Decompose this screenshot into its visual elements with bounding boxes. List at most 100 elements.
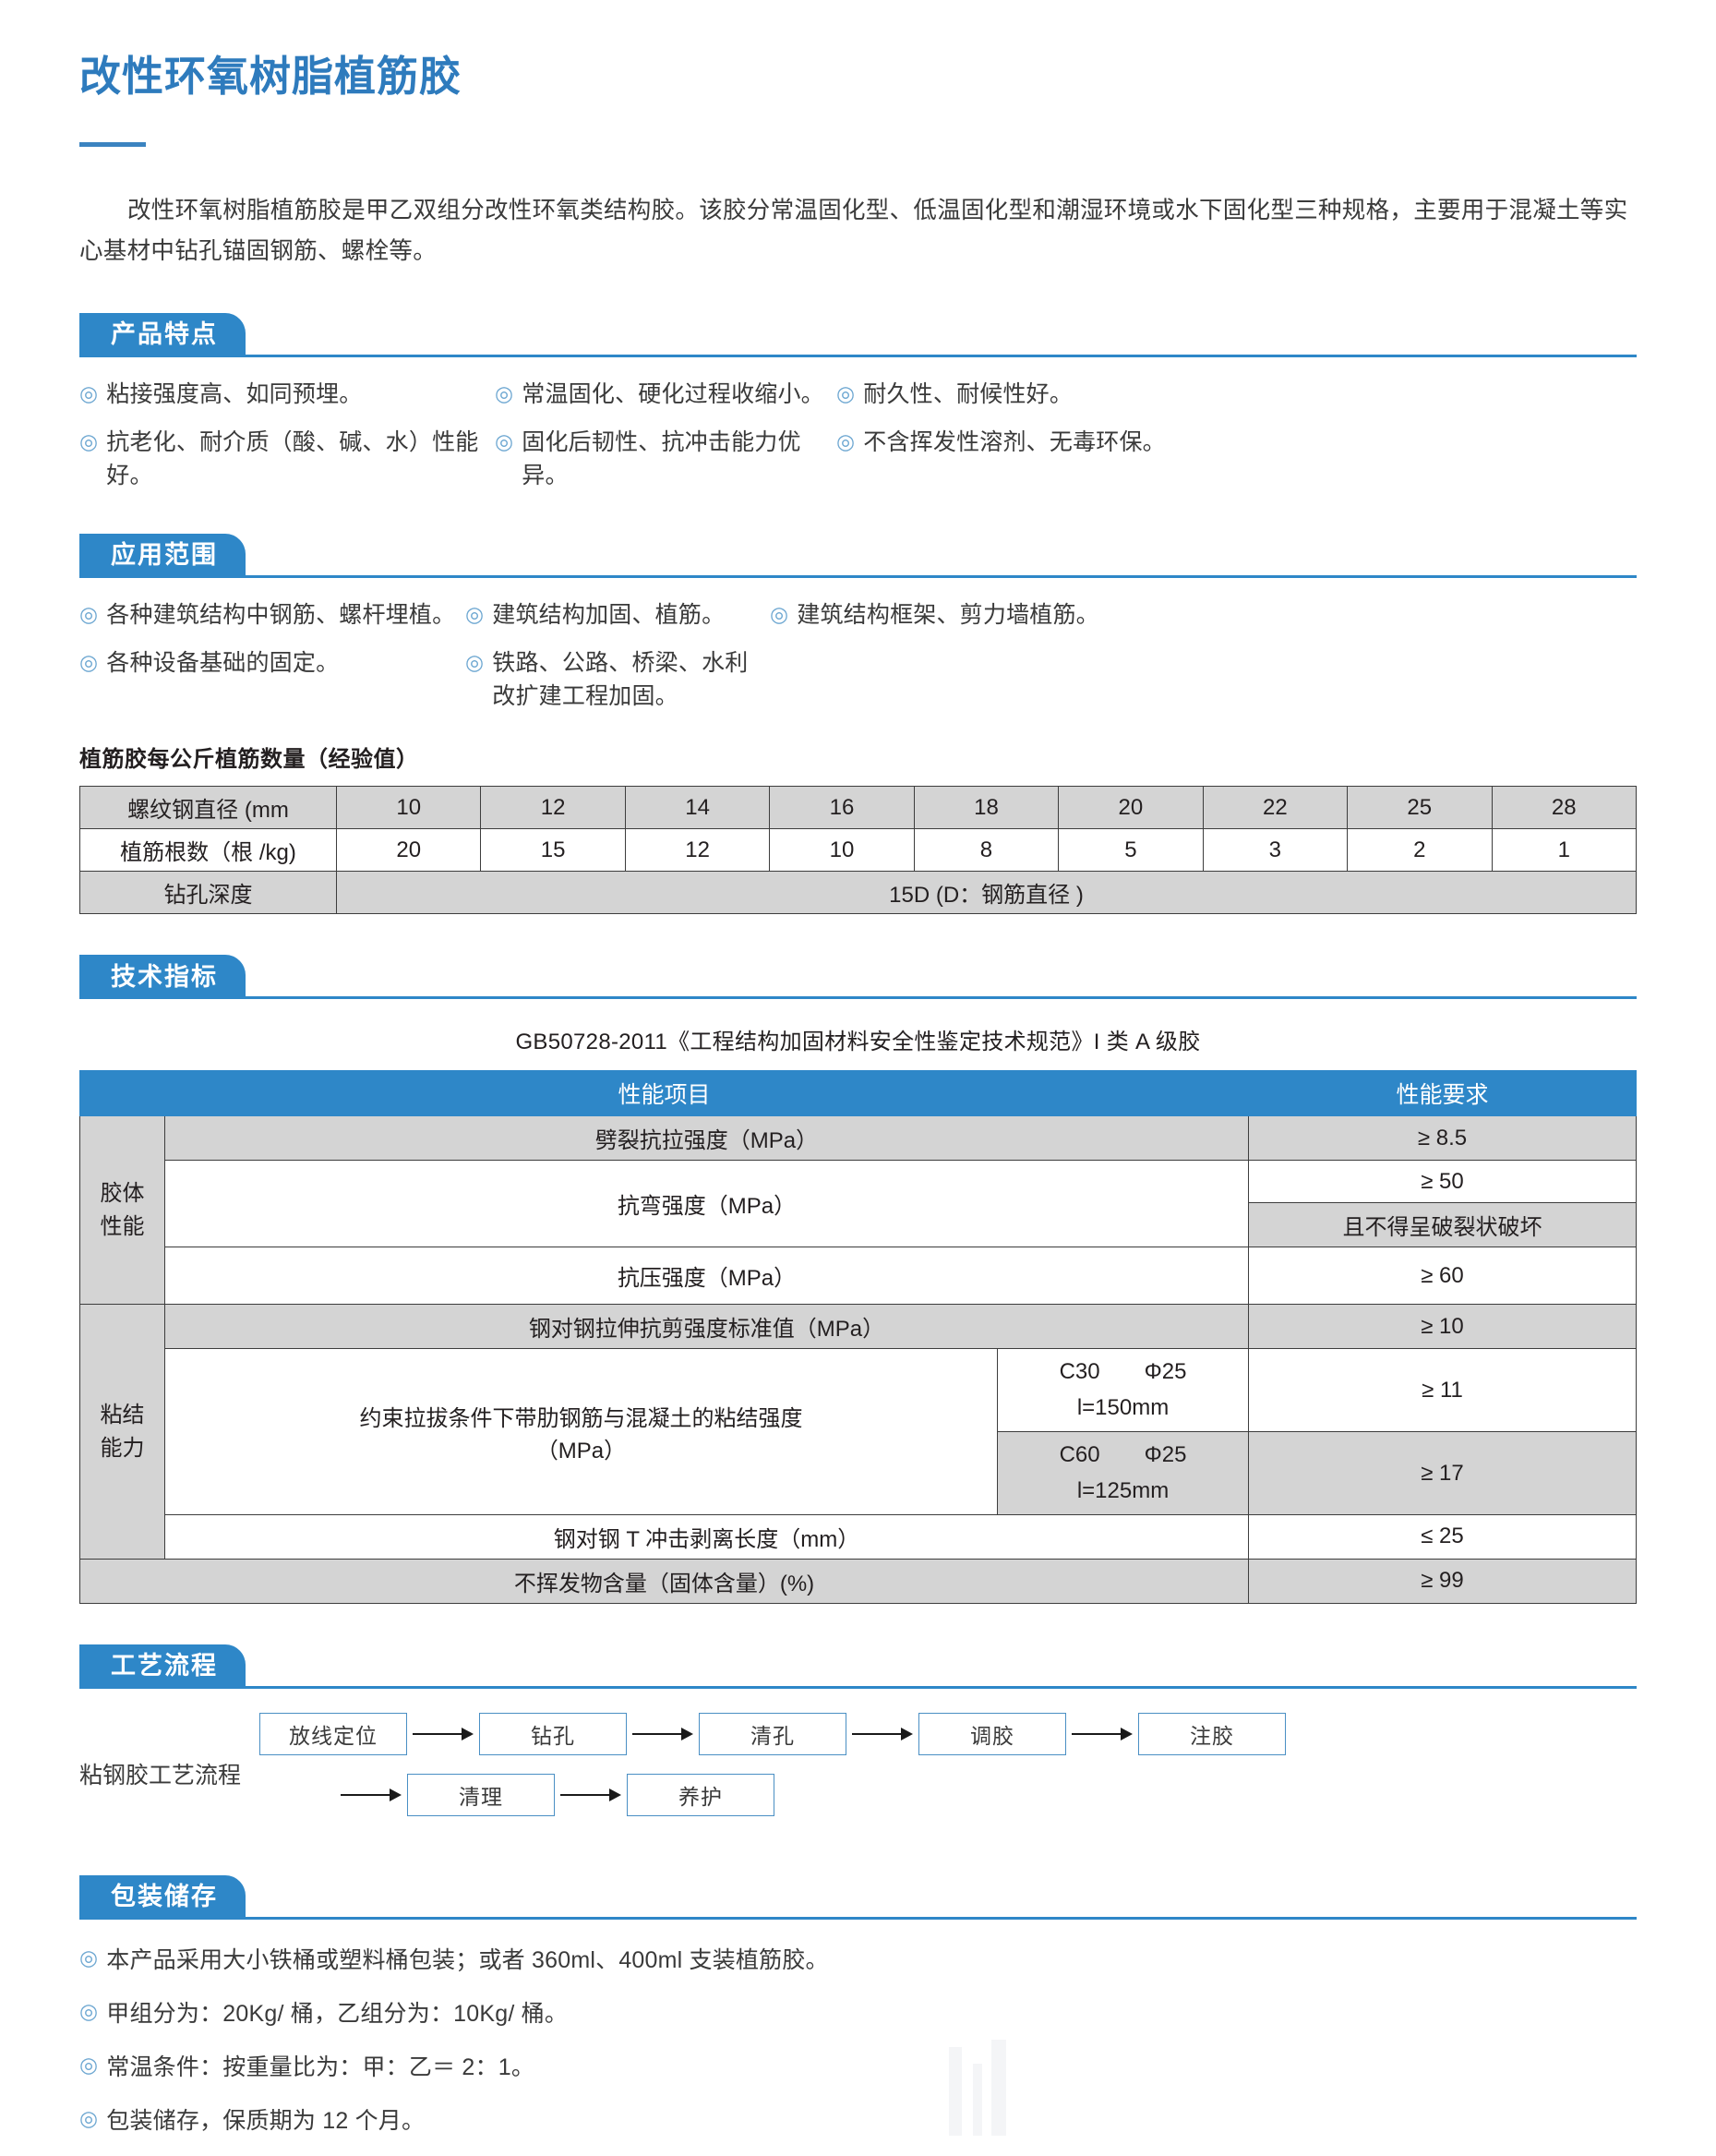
feature-text: 抗老化、耐介质（酸、碱、水）性能好。	[106, 429, 479, 489]
section-product-features: 产品特点 ◎ 粘接强度高、如同预埋。 ◎ 常温固化、硬化过程收缩小。 ◎ 耐久性…	[79, 312, 1637, 493]
arrow-right-icon	[555, 1788, 627, 1801]
rebar-count-cell: 12	[624, 828, 771, 873]
section-badge-product-features: 产品特点	[79, 312, 246, 357]
table-row: 钢对钢 T 冲击剥离长度（mm） ≤ 25	[80, 1513, 1637, 1560]
section-technical-indicators: 技术指标 GB50728-2011《工程结构加固材料安全性鉴定技术规范》I 类 …	[79, 955, 1637, 1604]
application-row-1: ◎ 各种建筑结构中钢筋、螺杆埋植。 ◎ 建筑结构加固、植筋。 ◎ 建筑结构框架、…	[79, 598, 1637, 632]
arrow-right-icon	[846, 1727, 918, 1740]
table-row: 胶体 性能 劈裂抗拉强度（MPa） ≥ 8.5	[79, 1115, 1637, 1306]
table-row: 粘结 能力 钢对钢拉伸抗剪强度标准值（MPa） ≥ 10	[79, 1304, 1637, 1560]
application-text: 各种建筑结构中钢筋、螺杆埋植。	[106, 601, 456, 628]
arrow-right-icon	[407, 1727, 479, 1740]
sub-item-c60: C60 Φ25 l=125mm	[997, 1431, 1249, 1515]
bullet-circle-icon: ◎	[79, 2105, 99, 2130]
item-steel-to-steel-shear: 钢对钢拉伸抗剪强度标准值（MPa）	[164, 1304, 1249, 1350]
rebar-count-cell: 1	[1491, 828, 1637, 873]
list-item: ◎ 包装储存，保质期为 12 个月。	[79, 2102, 1637, 2136]
group-label-bond-capacity: 粘结 能力	[79, 1304, 165, 1560]
bond-strength-line-1: 约束拉拔条件下带肋钢筋与混凝土的粘结强度	[359, 1405, 803, 1431]
process-flow-row-1: 放线定位 钻孔 清孔 调胶 注胶	[259, 1712, 1637, 1755]
packaging-text: 本产品采用大小铁桶或塑料桶包装；或者 360ml、400ml 支装植筋胶。	[106, 1946, 829, 1973]
feature-text: 固化后韧性、抗冲击能力优异。	[522, 429, 801, 489]
bullet-circle-icon: ◎	[79, 2052, 99, 2077]
item-bond-strength-pullout: 约束拉拔条件下带肋钢筋与混凝土的粘结强度 （MPa）	[164, 1348, 998, 1515]
rebar-diameter-cell: 18	[913, 786, 1060, 830]
section-badge-application-scope: 应用范围	[79, 533, 246, 578]
application-item: ◎ 各种设备基础的固定。	[79, 646, 465, 714]
group-label-line-1: 粘结	[100, 1402, 145, 1427]
group-label-line-2: 性能	[100, 1213, 145, 1239]
bullet-circle-icon: ◎	[495, 429, 514, 454]
drill-depth-label: 钻孔深度	[79, 871, 337, 915]
bullet-circle-icon: ◎	[79, 429, 99, 454]
req-flexural-strength-value: ≥ 50	[1248, 1160, 1637, 1204]
arrow-right-icon	[335, 1788, 407, 1801]
c30-length-line: l=150mm	[1076, 1394, 1170, 1420]
rebar-table-caption: 植筋胶每公斤植筋数量（经验值）	[79, 747, 419, 773]
section-rule	[79, 574, 1637, 578]
flow-step-curing: 养护	[627, 1773, 774, 1816]
section-header-application-scope: 应用范围	[79, 533, 1637, 578]
feature-item: ◎ 耐久性、耐候性好。	[836, 378, 1637, 411]
application-text: 建筑结构框架、剪力墙植筋。	[797, 601, 1099, 628]
rebar-count-cell: 15	[480, 828, 626, 873]
section-rule	[79, 354, 1637, 357]
c30-grade-line: C30 Φ25	[1059, 1359, 1187, 1385]
process-flow-diagram: 粘钢胶工艺流程 放线定位 钻孔 清孔 调胶 注胶 清理	[79, 1712, 1637, 1835]
section-application-scope: 应用范围 ◎ 各种建筑结构中钢筋、螺杆埋植。 ◎ 建筑结构加固、植筋。 ◎ 建筑…	[79, 533, 1637, 714]
standard-reference-line: GB50728-2011《工程结构加固材料安全性鉴定技术规范》I 类 A 级胶	[515, 1030, 1201, 1055]
application-item: ◎ 铁路、公路、桥梁、水利改扩建工程加固。	[465, 646, 770, 714]
rebar-count-cell: 8	[913, 828, 1060, 873]
c60-length-line: l=125mm	[1076, 1477, 1170, 1503]
section-header-packaging-storage: 包装储存	[79, 1874, 1637, 1920]
arrow-right-icon	[627, 1727, 699, 1740]
application-item: ◎ 建筑结构加固、植筋。	[465, 598, 770, 632]
rebar-count-label: 植筋根数（根 /kg)	[79, 828, 337, 873]
feature-item: ◎ 常温固化、硬化过程收缩小。	[495, 378, 836, 411]
application-item-empty	[770, 646, 1637, 714]
flow-step-drilling: 钻孔	[479, 1712, 627, 1755]
bullet-circle-icon: ◎	[79, 380, 99, 405]
col-header-performance-item: 性能项目	[79, 1070, 1249, 1117]
bullet-circle-icon: ◎	[79, 1998, 99, 2023]
flow-step-glue-mixing: 调胶	[918, 1712, 1066, 1755]
item-split-tensile-strength: 劈裂抗拉强度（MPa）	[164, 1115, 1249, 1162]
product-datasheet-page: 改性环氧树脂植筋胶 改性环氧树脂植筋胶是甲乙双组分改性环氧类结构胶。该胶分常温固…	[0, 28, 1716, 2136]
table-row: 且不得呈破裂状破坏	[80, 1202, 1637, 1248]
rebar-diameter-cell: 20	[1058, 786, 1204, 830]
rebar-diameter-cell: 22	[1202, 786, 1349, 830]
rebar-diameter-cell: 28	[1491, 786, 1637, 830]
section-header-product-features: 产品特点	[79, 312, 1637, 357]
table-row: 不挥发物含量（固体含量）(%) ≥ 99	[79, 1558, 1637, 1604]
application-bullet-grid: ◎ 各种建筑结构中钢筋、螺杆埋植。 ◎ 建筑结构加固、植筋。 ◎ 建筑结构框架、…	[79, 598, 1637, 714]
rebar-diameter-cell: 25	[1347, 786, 1493, 830]
bullet-circle-icon: ◎	[495, 380, 514, 405]
section-badge-technical-indicators: 技术指标	[79, 955, 246, 1000]
table-header-row: 性能项目 性能要求	[79, 1070, 1637, 1117]
process-flow-label: 粘钢胶工艺流程	[79, 1762, 242, 1789]
req-nonvolatile-content: ≥ 99	[1248, 1558, 1637, 1604]
flow-step-hole-cleaning: 清孔	[699, 1712, 846, 1755]
application-text: 各种设备基础的固定。	[106, 649, 340, 676]
req-t-peel-length: ≤ 25	[1248, 1513, 1637, 1560]
bullet-circle-icon: ◎	[465, 601, 485, 626]
application-item: ◎ 各种建筑结构中钢筋、螺杆埋植。	[79, 598, 465, 632]
flow-step-layout-positioning: 放线定位	[259, 1712, 407, 1755]
rebar-diameter-cell: 10	[335, 786, 482, 830]
feature-text: 不含挥发性溶剂、无毒环保。	[863, 429, 1166, 456]
section-header-process-flow: 工艺流程	[79, 1644, 1637, 1689]
title-underline-rule	[79, 142, 146, 148]
intro-paragraph: 改性环氧树脂植筋胶是甲乙双组分改性环氧类结构胶。该胶分常温固化型、低温固化型和潮…	[79, 198, 1628, 264]
table-row: 植筋根数（根 /kg) 20 15 12 10 8 5 3 2 1	[79, 828, 1637, 873]
bullet-circle-icon: ◎	[836, 429, 856, 454]
req-steel-to-steel-shear: ≥ 10	[1248, 1304, 1637, 1350]
sub-item-c30: C30 Φ25 l=150mm	[997, 1348, 1249, 1433]
rebar-diameter-cell: 16	[769, 786, 915, 830]
drill-depth-value: 15D (D：钢筋直径 )	[336, 871, 1637, 915]
arrow-right-icon	[1066, 1727, 1138, 1740]
table-row: 螺纹钢直径 (mm 10 12 14 16 18 20 22 25 28	[79, 786, 1637, 830]
section-rule	[79, 1685, 1637, 1689]
application-row-2: ◎ 各种设备基础的固定。 ◎ 铁路、公路、桥梁、水利改扩建工程加固。	[79, 646, 1637, 714]
features-bullet-grid: ◎ 粘接强度高、如同预埋。 ◎ 常温固化、硬化过程收缩小。 ◎ 耐久性、耐候性好…	[79, 378, 1637, 493]
technical-indicators-table: 性能项目 性能要求 胶体 性能 劈裂抗拉强度（MPa） ≥ 8.5 抗弯强度（M…	[79, 1070, 1637, 1604]
